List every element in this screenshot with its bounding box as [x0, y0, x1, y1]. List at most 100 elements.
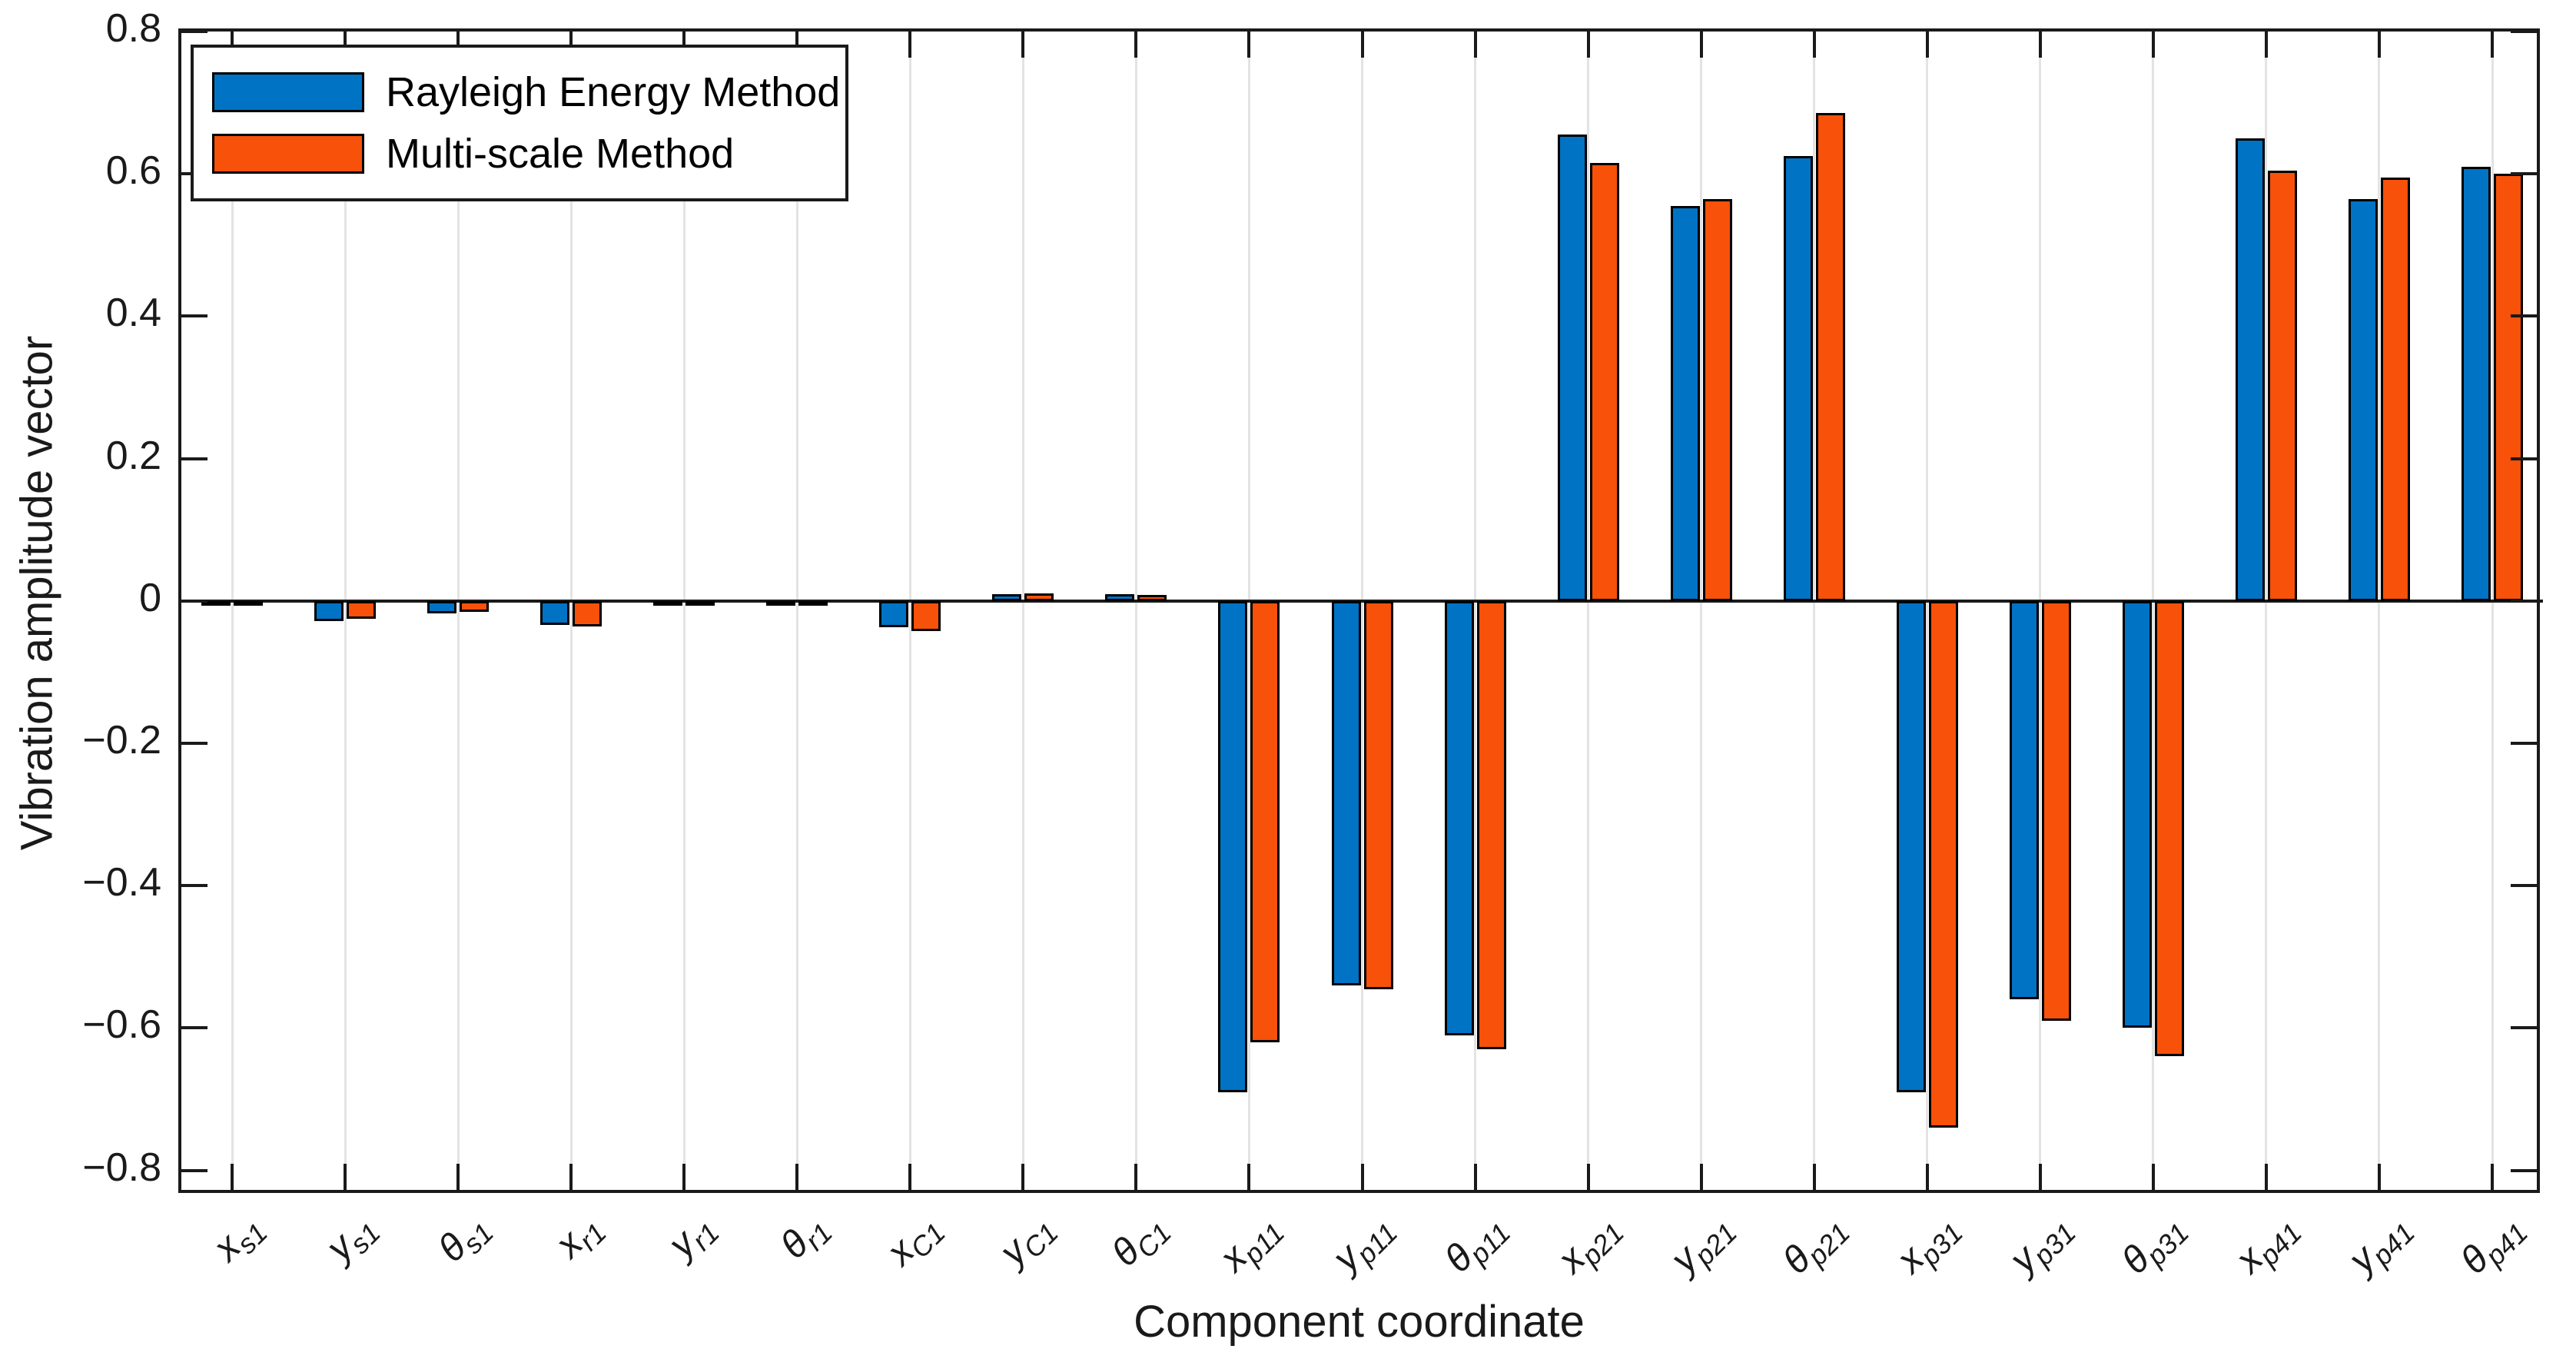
x-tick-top-θ_p11: [1473, 32, 1477, 58]
x-tick-top-y_C1: [1021, 32, 1025, 58]
bar-multiscale-θ_r1: [798, 600, 828, 606]
x-tick-top-x_p21: [1586, 32, 1590, 58]
bar-rayleigh-y_p41: [2348, 198, 2378, 601]
y-axis-label: Vibration amplitude vector: [12, 335, 62, 851]
bar-rayleigh-x_C1: [879, 600, 909, 628]
x-tick-label-θ_p31: θp31: [2112, 1216, 2195, 1282]
bar-rayleigh-y_s1: [314, 600, 344, 621]
bar-rayleigh-y_C1: [992, 594, 1022, 601]
x-tick-bottom-x_p41: [2264, 1164, 2268, 1190]
x-tick-bottom-y_p31: [2038, 1164, 2042, 1190]
gridline-y_p21: [1700, 32, 1703, 1190]
bar-rayleigh-θ_p41: [2461, 166, 2491, 601]
y-tick-right-0.6: [2511, 172, 2537, 176]
y-tick-left--0.4: [181, 884, 207, 888]
bar-multiscale-x_p21: [1589, 163, 1619, 601]
bar-rayleigh-θ_s1: [427, 600, 457, 613]
bar-rayleigh-y_r1: [653, 600, 683, 606]
gridline-x_p41: [2265, 32, 2268, 1190]
x-tick-bottom-x_p21: [1586, 1164, 1590, 1190]
y-tick-left--0.2: [181, 742, 207, 746]
bar-multiscale-x_p11: [1250, 600, 1280, 1042]
gridline-θ_C1: [1134, 32, 1137, 1190]
x-tick-bottom-y_p41: [2377, 1164, 2381, 1190]
x-tick-bottom-y_p11: [1360, 1164, 1364, 1190]
x-tick-label-x_r1: xr1: [546, 1216, 613, 1266]
bar-multiscale-y_p21: [1702, 198, 1732, 601]
x-tick-bottom-x_r1: [569, 1164, 573, 1190]
gridline-y_r1: [682, 32, 685, 1190]
bar-rayleigh-x_p31: [1896, 600, 1926, 1092]
gridline-θ_p11: [1474, 32, 1477, 1190]
bar-multiscale-θ_p41: [2494, 174, 2523, 601]
bar-rayleigh-θ_p11: [1444, 600, 1474, 1035]
x-tick-bottom-θ_r1: [795, 1164, 799, 1190]
x-tick-bottom-y_C1: [1021, 1164, 1025, 1190]
gridline-x_p21: [1587, 32, 1590, 1190]
gridline-x_p11: [1247, 32, 1250, 1190]
y-tick-left-0.2: [181, 457, 207, 460]
legend-row-multiscale: Multi-scale Method: [212, 133, 845, 174]
x-tick-bottom-y_r1: [682, 1164, 686, 1190]
y-tick-right-0.4: [2511, 314, 2537, 318]
y-tick-right--0.2: [2511, 742, 2537, 746]
x-tick-label-x_p21: xp21: [1549, 1216, 1630, 1281]
bar-multiscale-y_p11: [1363, 600, 1393, 989]
x-tick-top-θ_p31: [2151, 32, 2155, 58]
y-tick-label--0.8: −0.8: [82, 1145, 161, 1190]
bar-multiscale-y_s1: [347, 600, 377, 619]
x-tick-label-y_C1: yC1: [991, 1216, 1065, 1274]
gridline-y_s1: [344, 32, 347, 1190]
x-tick-bottom-x_C1: [908, 1164, 912, 1190]
y-tick-right-0.8: [2511, 30, 2537, 33]
y-tick-right--0.6: [2511, 1026, 2537, 1030]
x-tick-label-x_p31: xp31: [1887, 1216, 1969, 1281]
y-tick-right-0.2: [2511, 457, 2537, 460]
bar-rayleigh-θ_p21: [1783, 156, 1813, 601]
gridline-y_p11: [1361, 32, 1363, 1190]
x-tick-label-x_C1: xC1: [878, 1216, 952, 1274]
gridline-y_C1: [1021, 32, 1024, 1190]
gridline-x_r1: [569, 32, 573, 1190]
legend: Rayleigh Energy Method Multi-scale Metho…: [191, 45, 848, 201]
bar-multiscale-x_p31: [1928, 600, 1958, 1128]
ticks-layer: [181, 30, 2537, 1190]
x-tick-bottom-θ_p31: [2151, 1164, 2155, 1190]
x-tick-label-y_p11: yp11: [1323, 1216, 1404, 1280]
gridline-y_p31: [2039, 32, 2042, 1190]
bar-multiscale-θ_p11: [1476, 600, 1506, 1050]
legend-label-multiscale: Multi-scale Method: [386, 131, 735, 177]
x-tick-label-θ_p11: θp11: [1436, 1216, 1517, 1281]
x-tick-label-y_s1: ys1: [317, 1216, 387, 1269]
x-tick-top-y_p21: [1699, 32, 1703, 58]
y-tick-left-0.8: [181, 30, 207, 33]
bar-multiscale-θ_s1: [460, 600, 490, 612]
x-tick-bottom-x_p31: [1925, 1164, 1929, 1190]
x-tick-bottom-θ_p21: [1812, 1164, 1816, 1190]
legend-swatch-rayleigh: [212, 72, 364, 112]
bar-rayleigh-θ_p31: [2122, 600, 2152, 1028]
y-tick-label-0.4: 0.4: [105, 291, 161, 336]
y-tick-label-0.6: 0.6: [105, 148, 161, 194]
x-tick-label-y_r1: yr1: [659, 1216, 726, 1266]
x-tick-top-θ_p21: [1812, 32, 1816, 58]
x-tick-top-x_p41: [2264, 32, 2268, 58]
x-tick-label-y_p41: yp41: [2339, 1216, 2421, 1281]
x-tick-bottom-θ_p11: [1473, 1164, 1477, 1190]
x-tick-label-θ_s1: θs1: [429, 1216, 500, 1271]
x-tick-bottom-θ_s1: [456, 1164, 460, 1190]
y-tick-label--0.4: −0.4: [82, 860, 161, 905]
x-tick-label-θ_p21: θp21: [1773, 1216, 1856, 1282]
x-tick-top-θ_C1: [1134, 32, 1138, 58]
x-tick-top-x_p11: [1247, 32, 1251, 58]
bar-multiscale-y_r1: [685, 600, 715, 606]
zero-line: [181, 599, 2543, 603]
y-tick-label-0: 0: [139, 575, 161, 620]
bars-layer: [181, 32, 2543, 1190]
gridline-θ_p41: [2491, 32, 2494, 1190]
gridline-θ_s1: [456, 32, 460, 1190]
x-tick-bottom-θ_C1: [1134, 1164, 1138, 1190]
y-tick-label--0.2: −0.2: [82, 718, 161, 763]
y-tick-left-0.4: [181, 314, 207, 318]
